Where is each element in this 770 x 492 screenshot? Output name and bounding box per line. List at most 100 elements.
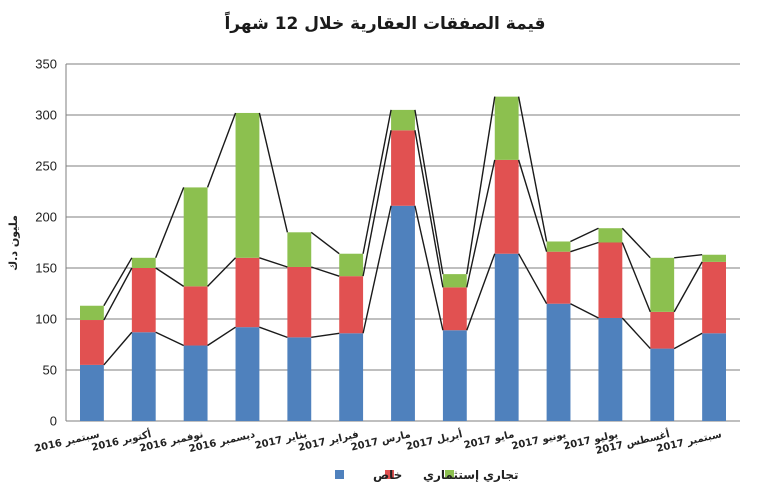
x-tick-label: مارس 2017 — [350, 429, 412, 453]
bar-segment — [546, 241, 571, 252]
series-line — [570, 303, 599, 319]
series-line — [310, 231, 340, 255]
legend-label: إستثماري — [423, 468, 479, 482]
bar-segment — [494, 159, 519, 254]
series-line — [258, 112, 289, 233]
y-tick-label: 200 — [35, 210, 57, 225]
series-line — [311, 266, 340, 277]
x-tick-label: يونيو 2017 — [511, 429, 568, 452]
bar-segment — [287, 266, 312, 338]
series-line — [673, 261, 703, 313]
bar-segment — [702, 254, 727, 262]
series-line — [674, 254, 703, 259]
y-tick-label: 150 — [35, 261, 57, 276]
series-line — [570, 241, 599, 253]
bar-segment — [442, 274, 467, 288]
series-line — [621, 227, 651, 259]
legend-item: إستثماري — [385, 468, 479, 482]
series-line — [362, 130, 392, 277]
series-line — [621, 242, 651, 313]
series-line — [207, 326, 236, 347]
series-line — [259, 257, 288, 268]
series-line — [414, 130, 444, 288]
bar-segment — [131, 332, 156, 421]
series-line — [207, 257, 237, 287]
bar-segment — [391, 130, 415, 206]
bar-segment — [702, 261, 727, 334]
series-line — [466, 253, 496, 331]
x-tick-label: فبراير 2017 — [297, 429, 359, 454]
legend-swatch — [385, 470, 394, 479]
legend-label: خاص — [373, 468, 402, 482]
bar-segment — [650, 311, 675, 349]
series-line — [362, 109, 392, 254]
bars — [79, 96, 727, 421]
series-line — [518, 253, 548, 305]
bar-segment — [650, 257, 675, 312]
bar-segment — [546, 303, 571, 421]
bar-segment — [183, 286, 208, 346]
bar-segment — [339, 253, 364, 277]
bar-segment — [79, 305, 104, 321]
series-line — [570, 227, 599, 243]
bar-segment — [598, 242, 623, 318]
bar-segment — [391, 205, 415, 421]
bar-segment — [598, 228, 623, 243]
series-line — [155, 331, 184, 347]
y-tick-label: 250 — [35, 159, 57, 174]
y-tick-label: 50 — [43, 363, 57, 378]
legend-swatch — [335, 470, 344, 479]
y-axis-ticks: 0 50 100 150 200 250 300 350 — [35, 57, 57, 429]
y-tick-label: 100 — [35, 312, 57, 327]
series-line — [673, 332, 703, 350]
bar-segment — [391, 109, 415, 131]
y-axis-label: مليون د.ك — [7, 215, 20, 271]
bar-segment — [702, 333, 727, 421]
series-line — [103, 331, 133, 366]
bar-segment — [79, 320, 104, 365]
series-line — [362, 205, 392, 334]
series-line — [466, 159, 496, 288]
series-line — [311, 332, 340, 339]
series-line — [517, 96, 548, 242]
legend-item: تجاري — [445, 468, 519, 482]
bar-segment — [235, 112, 260, 258]
x-tick-label: مايو 2017 — [463, 429, 515, 451]
legend-label: تجاري — [483, 468, 519, 482]
series-line — [103, 267, 133, 321]
legend-swatch — [445, 470, 454, 479]
bar-segment — [183, 187, 208, 287]
series-connector-lines — [103, 96, 703, 366]
legend: تجاري إستثماري خاص — [335, 468, 519, 482]
y-tick-label: 350 — [35, 57, 57, 72]
bar-segment — [442, 287, 467, 331]
bar-segment — [287, 337, 312, 421]
bar-segment — [339, 333, 364, 421]
series-line — [103, 257, 133, 307]
series-line — [414, 205, 444, 331]
series-line — [517, 159, 548, 252]
y-tick-label: 300 — [35, 108, 57, 123]
bar-segment — [235, 257, 260, 328]
series-line — [206, 112, 237, 188]
bar-segment — [494, 253, 519, 421]
series-line — [414, 109, 444, 275]
series-line — [466, 96, 496, 275]
bar-segment — [287, 232, 312, 267]
series-line — [259, 326, 288, 339]
bar-segment — [339, 276, 364, 334]
legend-item: خاص — [335, 468, 402, 482]
series-line — [155, 187, 185, 259]
x-tick-label: أبريل 2017 — [405, 427, 464, 453]
bar-segment — [131, 268, 156, 333]
y-tick-label: 0 — [50, 414, 57, 429]
bar-segment — [235, 327, 260, 421]
bar-segment — [79, 364, 104, 421]
bar-segment — [598, 317, 623, 421]
series-line — [155, 267, 185, 287]
bar-segment — [494, 96, 519, 160]
bar-segment — [183, 345, 208, 421]
bar-segment — [131, 257, 156, 268]
